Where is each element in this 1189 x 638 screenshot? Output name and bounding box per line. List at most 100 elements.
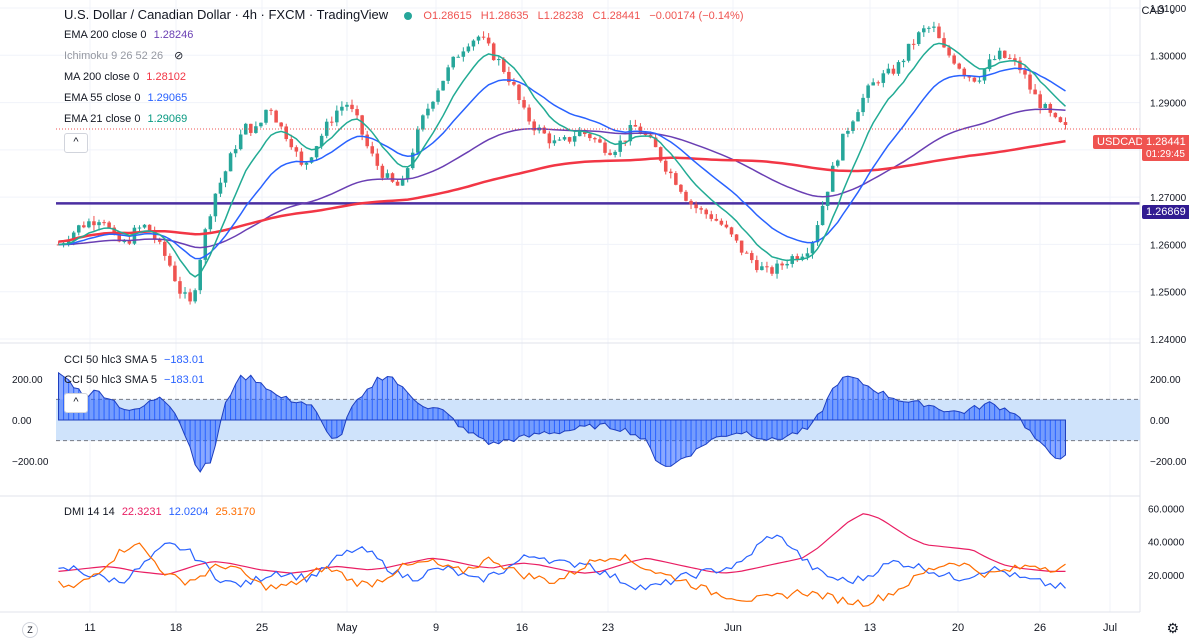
indicator-legend-ema21[interactable]: EMA 21 close 0 1.29069 [64,112,187,126]
candle-body [304,162,309,165]
candle-body [552,140,557,144]
candle-body [82,225,86,228]
candle-body [127,240,132,244]
candle-body [1058,117,1063,123]
indicator-legend-ichimoku[interactable]: Ichimoku 9 26 52 26 ⊘ [64,49,183,63]
price-tick-label: 1.31000 [1150,4,1187,15]
time-tick-label: 13 [864,622,876,634]
indicator-value: 1.28246 [153,29,194,41]
candle-body [952,55,956,64]
candle-body [228,153,233,172]
candle-body [208,216,213,230]
candle-body [97,222,101,226]
indicator-legend-ma200[interactable]: MA 200 close 0 1.28102 [64,70,186,84]
candle-body [233,149,238,154]
gear-icon[interactable]: ⚙ [1166,620,1179,636]
candle-body [1033,89,1037,95]
currency-selector[interactable]: CAD ⌄ [1141,4,1177,17]
cci-legend-2[interactable]: CCI 50 hlc3 SMA 5 −183.01 [64,373,204,387]
candle-body [810,242,815,254]
candle-body [932,26,936,28]
candle-body [572,136,577,142]
candle-body [851,121,855,131]
candle-body [835,160,840,166]
candle-body [254,126,258,133]
candle-body [557,139,562,141]
price-axis[interactable]: 1.240001.250001.260001.270001.280001.290… [1150,4,1187,346]
time-tick-label: 16 [516,622,528,634]
candle-body [390,173,395,182]
candle-body [1053,112,1058,118]
cci-tick-right: 0.00 [1150,416,1170,427]
candle-body [927,27,931,29]
candle-body [456,56,461,58]
candle-body [577,130,582,137]
candle-body [122,240,127,242]
time-tick-label: 20 [952,622,964,634]
time-tick-label: May [337,622,358,634]
candle-body [992,59,997,61]
candle-body [502,59,506,72]
cci-axis[interactable]: 200.00 200.00 0.00 0.00 −200.00 −200.00 [12,375,1187,468]
indicator-legend-ema200[interactable]: EMA 200 close 0 1.28246 [64,28,193,42]
ohlc-readout: O1.28615 H1.28635 L1.28238 C1.28441 −0.0… [423,10,743,22]
price-tick-label: 1.27000 [1150,193,1187,204]
candle-body [421,115,425,130]
candle-body [76,225,81,233]
candle-body [157,239,162,242]
candle-body [653,137,658,148]
candle-body [365,134,369,147]
candle-body [911,43,916,45]
candle-body [598,139,602,143]
candle-body [168,255,172,266]
indicator-legend-ema55[interactable]: EMA 55 close 0 1.29065 [64,91,187,105]
candle-body [71,232,76,241]
candle-body [446,67,450,81]
candle-body [825,191,830,206]
collapse-legend-button[interactable]: ^ [64,133,88,153]
candle-body [461,51,466,57]
candle-body [380,165,385,178]
dmi-legend[interactable]: DMI 14 14 22.3231 12.0204 25.3170 [64,505,255,519]
collapse-cci-legend-button[interactable]: ^ [64,393,88,413]
dmi-axis[interactable]: 60.0000 40.0000 20.0000 [1148,504,1185,581]
cci-legend-1[interactable]: CCI 50 hlc3 SMA 5 −183.01 [64,353,204,367]
timezone-icon[interactable]: Z [22,622,38,638]
candle-body [542,127,547,134]
candle-body [643,134,648,136]
hidden-eye-icon[interactable]: ⊘ [174,50,184,62]
candle-body [117,234,122,242]
candles [56,21,1068,305]
time-axis[interactable]: 11 18 25 May 9 16 23 Jun 13 20 26 Jul [84,622,1117,634]
cci-tick-right: 200.00 [1150,375,1181,386]
dmi-tick-label: 40.0000 [1148,538,1185,549]
indicator-label: EMA 21 close 0 [64,113,141,125]
time-tick-label: 23 [602,622,614,634]
candle-body [987,59,992,70]
ma200-line [58,139,1066,243]
symbol-title[interactable]: U.S. Dollar / Canadian Dollar · 4h · FXC… [64,7,389,22]
candle-body [704,209,708,215]
candle-body [137,227,142,229]
candle-body [512,81,516,85]
candle-body [972,77,977,82]
candle-body [431,101,435,109]
price-tick-label: 1.24000 [1150,335,1187,346]
indicator-label: MA 200 close 0 [64,71,140,83]
candle-body [527,107,531,122]
candle-body [977,80,982,82]
candle-body [395,181,400,186]
candle-body [906,43,911,61]
candle-body [259,122,263,127]
time-tick-label: 9 [433,622,439,634]
candle-body [532,121,536,131]
hline-price-tag: 1.26869 [1142,205,1189,219]
currency-label: CAD [1141,5,1165,17]
candle-body [881,73,886,83]
candle-body [765,266,769,268]
candle-body [1008,57,1012,59]
plus-di-line [58,542,1066,607]
candle-body [147,224,152,231]
candle-body [142,224,147,228]
